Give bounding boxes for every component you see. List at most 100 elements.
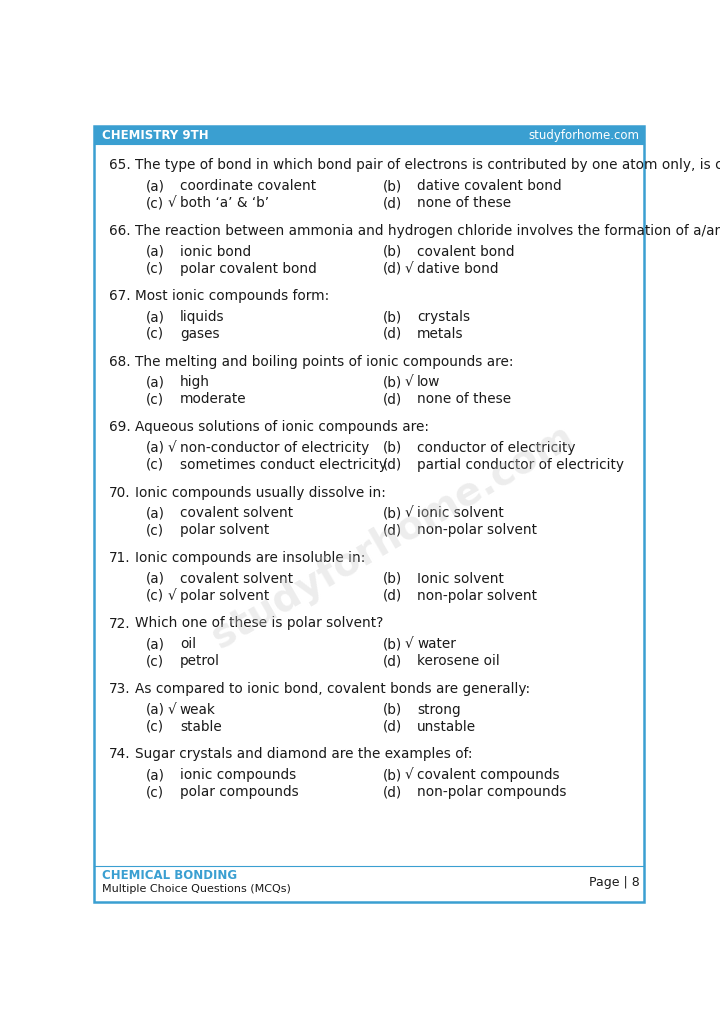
Text: √: √ <box>168 441 176 455</box>
Text: √: √ <box>405 262 413 276</box>
Text: Page | 8: Page | 8 <box>589 876 639 890</box>
Text: (d): (d) <box>383 720 402 734</box>
Text: (b): (b) <box>383 572 402 585</box>
Text: unstable: unstable <box>417 720 476 734</box>
Text: 66.: 66. <box>109 224 131 238</box>
Text: polar solvent: polar solvent <box>180 523 269 538</box>
FancyBboxPatch shape <box>94 126 644 902</box>
Text: (b): (b) <box>383 637 402 652</box>
Text: (a): (a) <box>145 244 165 259</box>
Text: Ionic compounds are insoluble in:: Ionic compounds are insoluble in: <box>135 551 365 565</box>
Text: polar solvent: polar solvent <box>180 588 269 603</box>
Text: stable: stable <box>180 720 222 734</box>
Text: (b): (b) <box>383 179 402 193</box>
Text: Multiple Choice Questions (MCQs): Multiple Choice Questions (MCQs) <box>102 884 292 894</box>
Text: coordinate covalent: coordinate covalent <box>180 179 316 193</box>
Text: (c): (c) <box>145 588 164 603</box>
Text: CHEMISTRY 9TH: CHEMISTRY 9TH <box>102 128 209 142</box>
Text: ionic bond: ionic bond <box>180 244 251 259</box>
Text: petrol: petrol <box>180 655 220 668</box>
Text: 73.: 73. <box>109 682 131 696</box>
Text: The reaction between ammonia and hydrogen chloride involves the formation of a/a: The reaction between ammonia and hydroge… <box>135 224 720 238</box>
Text: (c): (c) <box>145 458 164 472</box>
Text: (a): (a) <box>145 769 165 782</box>
Text: weak: weak <box>180 702 216 717</box>
Text: (c): (c) <box>145 196 164 210</box>
Text: (d): (d) <box>383 458 402 472</box>
Text: partial conductor of electricity: partial conductor of electricity <box>417 458 624 472</box>
Text: 74.: 74. <box>109 747 131 761</box>
Text: covalent bond: covalent bond <box>417 244 515 259</box>
Text: 67.: 67. <box>109 289 131 303</box>
Text: gases: gases <box>180 327 220 341</box>
Text: (b): (b) <box>383 441 402 455</box>
Text: 69.: 69. <box>109 420 131 434</box>
Text: (c): (c) <box>145 720 164 734</box>
Text: (d): (d) <box>383 785 402 799</box>
Text: Which one of these is polar solvent?: Which one of these is polar solvent? <box>135 617 383 630</box>
Text: sometimes conduct electricity: sometimes conduct electricity <box>180 458 387 472</box>
Text: Most ionic compounds form:: Most ionic compounds form: <box>135 289 329 303</box>
Text: dative covalent bond: dative covalent bond <box>417 179 562 193</box>
Text: Ionic solvent: Ionic solvent <box>417 572 504 585</box>
Text: (a): (a) <box>145 506 165 520</box>
Text: covalent solvent: covalent solvent <box>180 506 293 520</box>
Text: (b): (b) <box>383 702 402 717</box>
Text: (d): (d) <box>383 196 402 210</box>
Text: 68.: 68. <box>109 354 131 369</box>
Text: conductor of electricity: conductor of electricity <box>417 441 575 455</box>
Text: The melting and boiling points of ionic compounds are:: The melting and boiling points of ionic … <box>135 354 513 369</box>
Text: The type of bond in which bond pair of electrons is contributed by one atom only: The type of bond in which bond pair of e… <box>135 159 720 172</box>
Text: Aqueous solutions of ionic compounds are:: Aqueous solutions of ionic compounds are… <box>135 420 429 434</box>
Text: crystals: crystals <box>417 310 470 324</box>
Text: ionic solvent: ionic solvent <box>417 506 504 520</box>
Text: metals: metals <box>417 327 464 341</box>
Text: (a): (a) <box>145 179 165 193</box>
Text: (c): (c) <box>145 655 164 668</box>
Text: high: high <box>180 376 210 390</box>
Text: √: √ <box>405 376 413 390</box>
Text: (d): (d) <box>383 262 402 276</box>
Text: studyforhome.com: studyforhome.com <box>528 128 639 142</box>
Text: 70.: 70. <box>109 486 131 500</box>
Text: (b): (b) <box>383 310 402 324</box>
Bar <box>94 126 644 145</box>
Text: (d): (d) <box>383 523 402 538</box>
Text: polar compounds: polar compounds <box>180 785 299 799</box>
Text: (d): (d) <box>383 655 402 668</box>
Text: 71.: 71. <box>109 551 131 565</box>
Text: CHEMICAL BONDING: CHEMICAL BONDING <box>102 868 238 882</box>
Text: moderate: moderate <box>180 392 246 406</box>
Text: non-polar compounds: non-polar compounds <box>417 785 567 799</box>
Text: (d): (d) <box>383 588 402 603</box>
Text: 72.: 72. <box>109 617 131 630</box>
Text: (c): (c) <box>145 262 164 276</box>
Text: (c): (c) <box>145 392 164 406</box>
Text: (b): (b) <box>383 769 402 782</box>
Text: none of these: none of these <box>417 196 511 210</box>
Text: √: √ <box>168 702 176 717</box>
Text: kerosene oil: kerosene oil <box>417 655 500 668</box>
Text: √: √ <box>405 506 413 520</box>
Text: √: √ <box>168 588 176 603</box>
Text: (a): (a) <box>145 702 165 717</box>
Text: Ionic compounds usually dissolve in:: Ionic compounds usually dissolve in: <box>135 486 386 500</box>
Text: strong: strong <box>417 702 461 717</box>
Text: water: water <box>417 637 456 652</box>
Text: (d): (d) <box>383 392 402 406</box>
Text: (a): (a) <box>145 637 165 652</box>
Text: liquids: liquids <box>180 310 225 324</box>
Text: both ‘a’ & ‘b’: both ‘a’ & ‘b’ <box>180 196 269 210</box>
Text: (c): (c) <box>145 327 164 341</box>
Text: (c): (c) <box>145 785 164 799</box>
Text: (d): (d) <box>383 327 402 341</box>
Text: non-polar solvent: non-polar solvent <box>417 523 537 538</box>
Text: As compared to ionic bond, covalent bonds are generally:: As compared to ionic bond, covalent bond… <box>135 682 530 696</box>
Text: oil: oil <box>180 637 196 652</box>
Text: dative bond: dative bond <box>417 262 498 276</box>
Text: (b): (b) <box>383 376 402 390</box>
Text: (a): (a) <box>145 441 165 455</box>
Text: (a): (a) <box>145 310 165 324</box>
Text: (a): (a) <box>145 376 165 390</box>
Text: √: √ <box>405 637 413 652</box>
